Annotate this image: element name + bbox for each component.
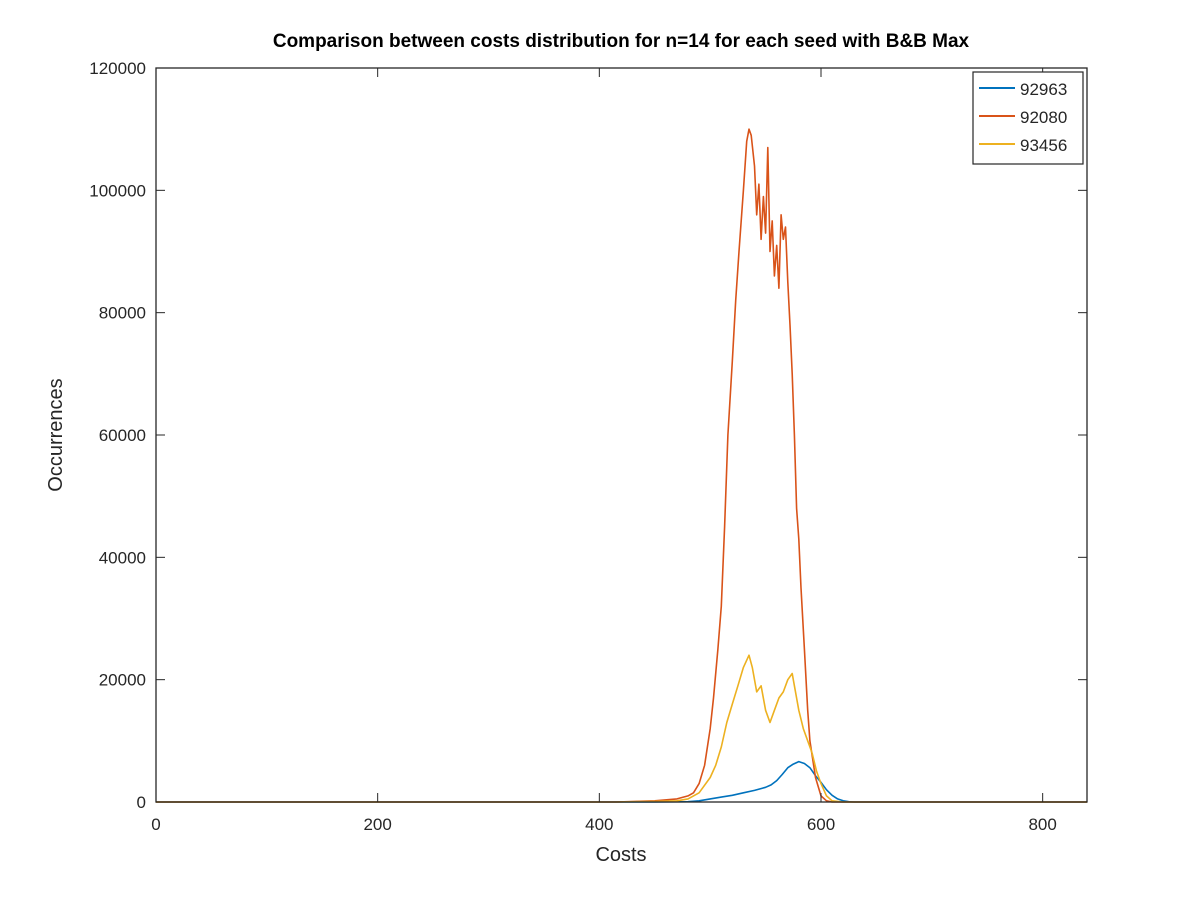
y-tick-label: 60000 bbox=[99, 426, 146, 445]
series-line-2 bbox=[156, 128, 1087, 803]
x-tick-label: 800 bbox=[1028, 815, 1056, 834]
y-tick-label: 40000 bbox=[99, 548, 146, 567]
x-tick-label: 200 bbox=[363, 815, 391, 834]
y-tick-label: 120000 bbox=[89, 59, 146, 78]
series-line-1 bbox=[156, 760, 1087, 803]
y-tick-label: 20000 bbox=[99, 671, 146, 690]
x-axis-label: Costs bbox=[595, 844, 646, 866]
plot-area: 0 200 400 600 800 0 20000 40000 60000 80000 100000… bbox=[89, 59, 1088, 834]
y-tick-label: 100000 bbox=[89, 181, 146, 200]
y-tick-label: 80000 bbox=[99, 304, 146, 323]
y-tick-label: 0 bbox=[137, 793, 146, 812]
chart-title: Comparison between costs distribution fo… bbox=[273, 31, 970, 52]
legend-label-2: 92080 bbox=[1020, 108, 1067, 127]
x-tick-label: 400 bbox=[585, 815, 613, 834]
y-axis-label: Occurrences bbox=[45, 378, 67, 491]
legend-label-1: 92963 bbox=[1020, 80, 1067, 99]
series-line-3 bbox=[156, 654, 1087, 803]
x-tick-label: 0 bbox=[151, 815, 160, 834]
x-tick-label: 600 bbox=[807, 815, 835, 834]
legend-label-3: 93456 bbox=[1020, 136, 1067, 155]
